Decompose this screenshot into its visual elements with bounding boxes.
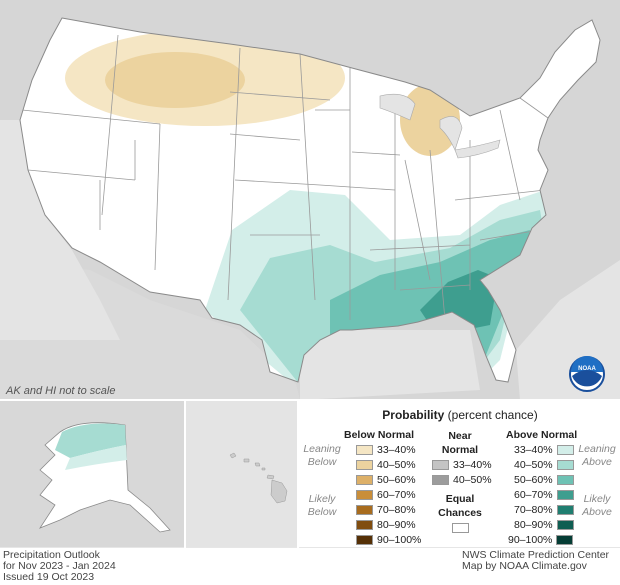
legend-above-row: 70–80% — [514, 504, 578, 516]
swatch-label: 70–80% — [377, 504, 416, 516]
swatch — [356, 475, 373, 485]
footer-period: for Nov 2023 - Jan 2024 — [3, 560, 116, 572]
noaa-logo: NOAA — [569, 356, 605, 392]
leaning-below-line1: Leaning — [303, 443, 341, 455]
legend-below-row: 33–40% — [356, 444, 416, 456]
swatch-label: 60–70% — [514, 489, 553, 501]
alaska-inset — [0, 401, 184, 547]
swatch-label: 70–80% — [514, 504, 553, 516]
equal-chances-label: Equal Chances — [432, 492, 488, 520]
legend-title-rest: (percent chance) — [444, 408, 538, 422]
swatch — [556, 475, 574, 485]
hawaii-inset — [186, 401, 297, 547]
equal-chances-line1: Equal — [445, 493, 475, 505]
swatch-label: 50–60% — [377, 474, 416, 486]
swatch — [356, 535, 373, 545]
near-normal-heading-line1: Near — [448, 430, 472, 442]
above-normal-heading: Above Normal — [506, 429, 578, 441]
swatch — [356, 490, 373, 500]
swatch-label: 80–90% — [514, 519, 553, 531]
footer-source: NWS Climate Prediction Center — [462, 549, 610, 561]
swatch — [556, 490, 574, 500]
swatch — [432, 460, 449, 470]
legend-above-row: 33–40% — [514, 444, 578, 456]
swatch-label: 80–90% — [377, 519, 416, 531]
swatch-label: 90–100% — [377, 534, 422, 546]
below-normal-heading: Below Normal — [344, 429, 415, 441]
swatch — [556, 535, 574, 545]
legend-near-row: 40–50% — [432, 474, 492, 486]
scale-note: AK and HI not to scale — [6, 385, 116, 397]
legend-near-row: 33–40% — [432, 459, 492, 471]
leaning-above-label: Leaning Above — [575, 443, 619, 469]
leaning-below-line2: Below — [307, 456, 337, 468]
footer-title: Precipitation Outlook — [3, 549, 100, 561]
legend-title-bold: Probability — [382, 408, 445, 422]
legend-below-row: 40–50% — [356, 459, 416, 471]
swatch — [432, 475, 449, 485]
swatch — [356, 460, 373, 470]
swatch — [556, 520, 574, 530]
equal-chances-line2: Chances — [438, 507, 482, 519]
leaning-above-line1: Leaning — [578, 443, 616, 455]
leaning-above-line2: Above — [582, 456, 612, 468]
swatch-label: 50–60% — [514, 474, 553, 486]
swatch-label: 40–50% — [453, 474, 492, 486]
legend-below-row: 90–100% — [356, 534, 421, 546]
swatch-label: 33–40% — [514, 444, 553, 456]
legend-title: Probability (percent chance) — [300, 408, 620, 422]
legend-above-row: 80–90% — [514, 519, 578, 531]
likely-above-line1: Likely — [583, 493, 611, 505]
likely-below-line1: Likely — [308, 493, 336, 505]
swatch-label: 40–50% — [514, 459, 553, 471]
likely-below-label: Likely Below — [300, 493, 344, 519]
equal-chances-swatch — [452, 523, 469, 533]
leaning-below-label: Leaning Below — [300, 443, 344, 469]
legend-above-row: 40–50% — [514, 459, 578, 471]
legend-below-row: 50–60% — [356, 474, 416, 486]
legend-below-row: 60–70% — [356, 489, 416, 501]
near-normal-heading: Near Normal — [432, 429, 488, 457]
likely-above-line2: Above — [582, 506, 612, 518]
likely-above-label: Likely Above — [575, 493, 619, 519]
swatch — [556, 445, 574, 455]
logo-text: NOAA — [578, 366, 596, 372]
swatch — [556, 505, 574, 515]
legend-above-row: 90–100% — [508, 534, 577, 546]
legend-below-row: 70–80% — [356, 504, 416, 516]
likely-below-line2: Below — [307, 506, 337, 518]
swatch — [556, 460, 574, 470]
near-normal-heading-line2: Normal — [441, 444, 479, 456]
swatch-label: 33–40% — [453, 459, 492, 471]
footer-credit: Map by NOAA Climate.gov — [462, 560, 587, 572]
legend-above-row: 50–60% — [514, 474, 578, 486]
swatch-label: 33–40% — [377, 444, 416, 456]
footer-right: NWS Climate Prediction Center Map by NOA… — [462, 550, 609, 572]
swatch-label: 60–70% — [377, 489, 416, 501]
swatch-label: 40–50% — [377, 459, 416, 471]
swatch-label: 90–100% — [508, 534, 553, 546]
swatch — [356, 505, 373, 515]
footer-issued: Issued 19 Oct 2023 — [3, 571, 95, 583]
swatch — [356, 520, 373, 530]
legend-above-row: 60–70% — [514, 489, 578, 501]
legend-below-row: 80–90% — [356, 519, 416, 531]
swatch — [356, 445, 373, 455]
footer-left: Precipitation Outlook for Nov 2023 - Jan… — [3, 550, 116, 583]
